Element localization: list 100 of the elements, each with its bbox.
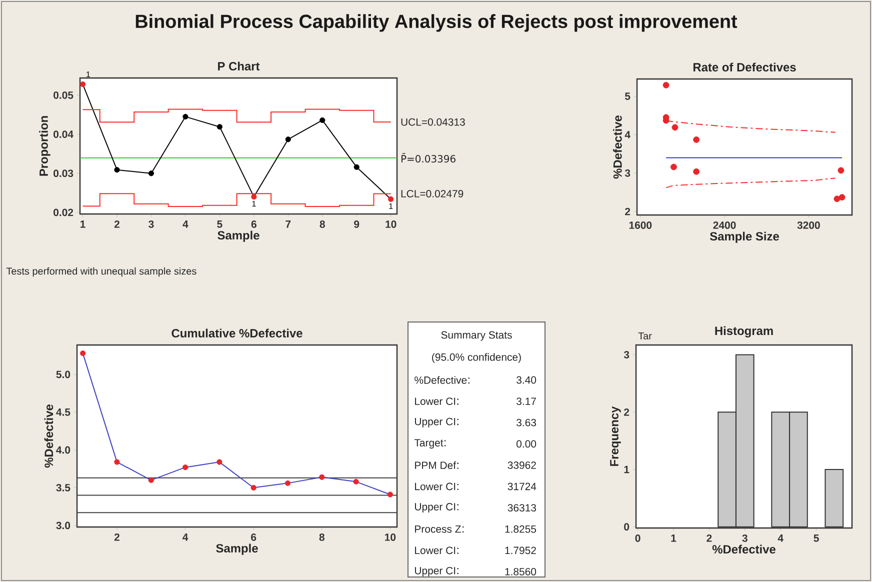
category-label: %Defective: [414, 376, 467, 384]
chart-title: Histogram: [715, 326, 773, 338]
point: [182, 464, 188, 470]
x-tick-label: 5: [217, 220, 222, 228]
point: [693, 168, 700, 175]
y-tick-label: 4.0: [56, 446, 70, 454]
x-tick-label: 0: [635, 534, 640, 542]
y-axis-title: Frequency: [610, 406, 621, 466]
point: [148, 477, 154, 483]
text: Tests performed with unequal sample sizes: [6, 267, 196, 277]
text: 3.17: [516, 398, 536, 405]
x-tick-label: 4: [778, 534, 784, 542]
point: [80, 81, 86, 88]
text: 1.8255: [505, 525, 536, 533]
chart-title: Cumulative %Defective: [172, 328, 302, 338]
x-tick-label: 10: [385, 534, 396, 541]
category-label: Process Z: [415, 525, 461, 533]
x-tick-label: 2400: [713, 222, 736, 229]
text: 0.00: [516, 440, 536, 448]
text: 3.63: [516, 418, 536, 426]
point: [216, 124, 222, 130]
point: [285, 136, 291, 142]
series-label: LCL=0.02479: [401, 190, 464, 198]
x-tick-label: 10: [386, 220, 396, 228]
category-label: PPM Def: [415, 461, 456, 470]
category-label: Upper CI: [415, 503, 456, 513]
x-tick-label: 1: [671, 534, 676, 542]
y-tick-label: 5: [625, 92, 630, 100]
y-tick-label: 2: [625, 208, 630, 216]
x-tick-label: 3: [148, 220, 154, 228]
x-tick-label: 6: [251, 220, 256, 228]
x-tick-label: 2: [114, 220, 120, 228]
point: [251, 194, 257, 200]
text: 3.40: [516, 376, 536, 384]
category-label: Upper CI: [415, 566, 456, 576]
x-tick-label: 8: [319, 534, 324, 541]
y-tick-label: 0.04: [54, 130, 74, 138]
x-tick-label: 8: [320, 220, 325, 228]
x-tick-label: 2: [706, 534, 712, 542]
x-tick-label: 7: [286, 220, 291, 228]
category-label: Upper CI: [415, 418, 456, 428]
y-tick-label: 3.5: [56, 484, 70, 492]
point: [284, 480, 291, 486]
point: [670, 164, 677, 170]
x-tick-label: 2: [114, 534, 120, 541]
point: [114, 167, 120, 173]
x-axis-title: Sample: [216, 544, 258, 555]
category-label: Lower CI: [415, 482, 456, 490]
x-tick-label: 3: [742, 534, 748, 542]
y-tick-label: 0.02: [54, 208, 74, 216]
text: Binomial Process Capability Analysis of Rejects post improvement: [136, 14, 738, 32]
y-tick-label: 2: [624, 408, 630, 416]
y-tick-label: 5.0: [56, 370, 70, 378]
x-axis-title: Sample Size: [710, 232, 779, 243]
y-tick-label: 3: [624, 169, 630, 177]
y-tick-label: 3.0: [56, 522, 70, 530]
point: [114, 459, 120, 465]
ref-line-label: P̄=0.03396: [402, 153, 456, 163]
point: [693, 136, 700, 143]
text: 33962: [508, 461, 536, 469]
point: [672, 124, 678, 131]
x-axis-title: %Defective: [712, 544, 776, 554]
category-label: Lower CI: [415, 398, 456, 405]
point: [148, 170, 154, 176]
point: [354, 164, 360, 170]
y-tick-label: 4: [624, 131, 630, 138]
y-tick-label: 0: [624, 523, 630, 531]
y-axis-title: %Defective: [44, 404, 54, 468]
category-label: Target: [414, 439, 444, 449]
series-label: UCL=0.04313: [401, 118, 465, 126]
point: [319, 474, 325, 480]
y-axis-title: Proportion: [39, 116, 50, 176]
y-axis-title: %Defective: [613, 116, 622, 179]
point: [834, 196, 840, 202]
y-tick-label: 4.5: [56, 408, 70, 416]
x-tick-label: 4: [182, 534, 188, 541]
text: (95.0% confidence): [432, 353, 521, 363]
chart-title: Rate of Defectives: [693, 62, 796, 72]
text: Summary Stats: [441, 331, 512, 341]
text: Tar: [638, 332, 652, 340]
x-tick-label: 1: [80, 220, 86, 228]
x-axis-title: Sample: [218, 230, 260, 242]
point: [388, 196, 394, 202]
y-tick-label: 0.05: [54, 91, 74, 99]
line-series: [666, 178, 836, 188]
y-tick-label: 0.03: [54, 170, 74, 178]
point: [353, 478, 359, 484]
x-tick-label: 5: [814, 534, 819, 542]
y-tick-label: 1: [624, 466, 630, 474]
text: 1.8560: [505, 568, 536, 576]
text: 36313: [508, 504, 536, 512]
text: 1.7952: [505, 546, 536, 554]
category-label: Lower CI: [415, 546, 456, 554]
point: [320, 117, 326, 123]
chart-title: P Chart: [218, 62, 260, 70]
x-tick-label: 6: [251, 534, 256, 541]
y-tick-label: 3: [624, 351, 630, 358]
point: [250, 484, 256, 491]
point: [838, 167, 844, 174]
x-tick-label: 9: [354, 220, 360, 228]
